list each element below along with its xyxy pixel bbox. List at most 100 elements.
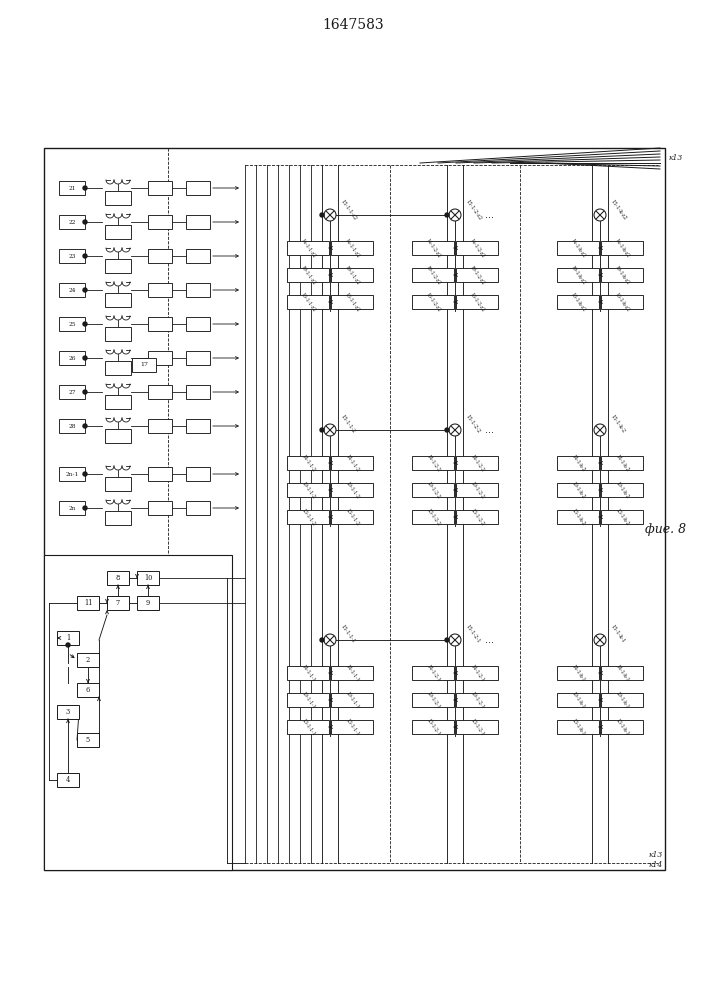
Circle shape — [83, 322, 87, 326]
Text: 19-1-2-z2: 19-1-2-z2 — [424, 264, 441, 286]
Bar — [557, 241, 599, 255]
Circle shape — [66, 643, 70, 647]
Text: 19-1-1-z2: 19-1-1-z2 — [300, 264, 317, 286]
Bar — [601, 666, 643, 680]
Text: 14-1-2-2: 14-1-2-2 — [425, 453, 440, 473]
Bar — [456, 295, 498, 309]
Circle shape — [83, 390, 87, 394]
Text: 10: 10 — [144, 574, 152, 582]
Bar — [186, 501, 210, 515]
Text: 3: 3 — [66, 708, 70, 716]
Bar — [287, 456, 329, 470]
Bar — [331, 510, 373, 524]
Bar — [77, 733, 99, 747]
Text: 14-1-1-2: 14-1-1-2 — [344, 453, 360, 473]
Text: 15-1-k-z2: 15-1-k-z2 — [610, 199, 628, 221]
Text: 9: 9 — [146, 599, 150, 607]
Text: 22: 22 — [69, 220, 76, 225]
Text: 14-1-1-2: 14-1-1-2 — [300, 453, 316, 473]
Circle shape — [83, 254, 87, 258]
Bar — [456, 720, 498, 734]
Circle shape — [324, 634, 336, 646]
Text: к13: к13 — [648, 851, 662, 859]
Bar — [557, 510, 599, 524]
Text: 26: 26 — [69, 356, 76, 360]
Bar — [287, 666, 329, 680]
Bar — [105, 361, 131, 375]
Bar — [412, 693, 454, 707]
Text: 13-1-k-1: 13-1-k-1 — [614, 718, 630, 736]
Text: 15-1-1-z2: 15-1-1-z2 — [340, 199, 358, 222]
Circle shape — [320, 213, 324, 217]
Text: 1647583: 1647583 — [322, 18, 384, 32]
Text: 13-1-2-z2: 13-1-2-z2 — [424, 291, 441, 313]
Text: 5: 5 — [86, 736, 90, 744]
Text: 13-1-1-z2: 13-1-1-z2 — [344, 291, 361, 313]
Text: 14-1-1-z2: 14-1-1-z2 — [300, 237, 317, 259]
Bar — [331, 720, 373, 734]
Bar — [601, 510, 643, 524]
Text: ...: ... — [486, 210, 494, 220]
Bar — [412, 720, 454, 734]
Circle shape — [320, 638, 324, 642]
Bar — [331, 268, 373, 282]
Bar — [601, 456, 643, 470]
Bar — [57, 773, 79, 787]
Text: 19-1-k-z2: 19-1-k-z2 — [614, 265, 631, 285]
Bar — [59, 215, 85, 229]
Bar — [186, 351, 210, 365]
Bar — [331, 456, 373, 470]
Text: 14-1-1-1: 14-1-1-1 — [300, 663, 316, 683]
Bar — [557, 295, 599, 309]
Bar — [77, 683, 99, 697]
Text: 13-1-1-1: 13-1-1-1 — [344, 717, 360, 737]
Text: 15-1-1-2: 15-1-1-2 — [340, 414, 356, 434]
Bar — [287, 510, 329, 524]
Circle shape — [83, 220, 87, 224]
Text: 13-1-2-1: 13-1-2-1 — [425, 717, 440, 737]
Text: 27: 27 — [69, 389, 76, 394]
Text: фие. 8: фие. 8 — [645, 524, 686, 536]
Circle shape — [324, 424, 336, 436]
Bar — [186, 467, 210, 481]
Bar — [287, 483, 329, 497]
Text: 14-1-2-1: 14-1-2-1 — [425, 663, 440, 683]
Text: 14-1-2-z2: 14-1-2-z2 — [469, 237, 486, 259]
Text: 28: 28 — [69, 424, 76, 428]
Bar — [412, 456, 454, 470]
Bar — [57, 631, 79, 645]
Text: 1: 1 — [66, 634, 70, 642]
Bar — [557, 483, 599, 497]
Bar — [59, 283, 85, 297]
Text: 19-1-k-2: 19-1-k-2 — [571, 481, 585, 499]
Bar — [148, 351, 172, 365]
Text: 19-1-1-2: 19-1-1-2 — [300, 480, 316, 500]
Text: 13-1-k-z2: 13-1-k-z2 — [570, 292, 586, 312]
Bar — [331, 693, 373, 707]
Text: 19-1-k-1: 19-1-k-1 — [571, 691, 585, 709]
Text: 23: 23 — [69, 253, 76, 258]
Text: 19-1-1-1: 19-1-1-1 — [300, 690, 316, 710]
Bar — [59, 385, 85, 399]
Text: 14-1-2-2: 14-1-2-2 — [469, 453, 485, 473]
Bar — [412, 483, 454, 497]
Circle shape — [83, 424, 87, 428]
Text: 13-1-2-z2: 13-1-2-z2 — [469, 291, 486, 313]
Text: 6: 6 — [86, 686, 90, 694]
Bar — [44, 555, 232, 870]
Text: 19-1-2-2: 19-1-2-2 — [469, 480, 485, 500]
Text: 19-1-2-1: 19-1-2-1 — [469, 690, 485, 710]
Bar — [287, 720, 329, 734]
Text: 8: 8 — [116, 574, 120, 582]
Bar — [456, 456, 498, 470]
Bar — [186, 181, 210, 195]
Circle shape — [594, 209, 606, 221]
Bar — [601, 241, 643, 255]
Text: 13-1-k-2: 13-1-k-2 — [614, 508, 630, 526]
Text: 4: 4 — [66, 776, 70, 784]
Bar — [107, 596, 129, 610]
Bar — [59, 467, 85, 481]
Bar — [132, 358, 156, 372]
Circle shape — [83, 356, 87, 360]
Text: 24: 24 — [69, 288, 76, 292]
